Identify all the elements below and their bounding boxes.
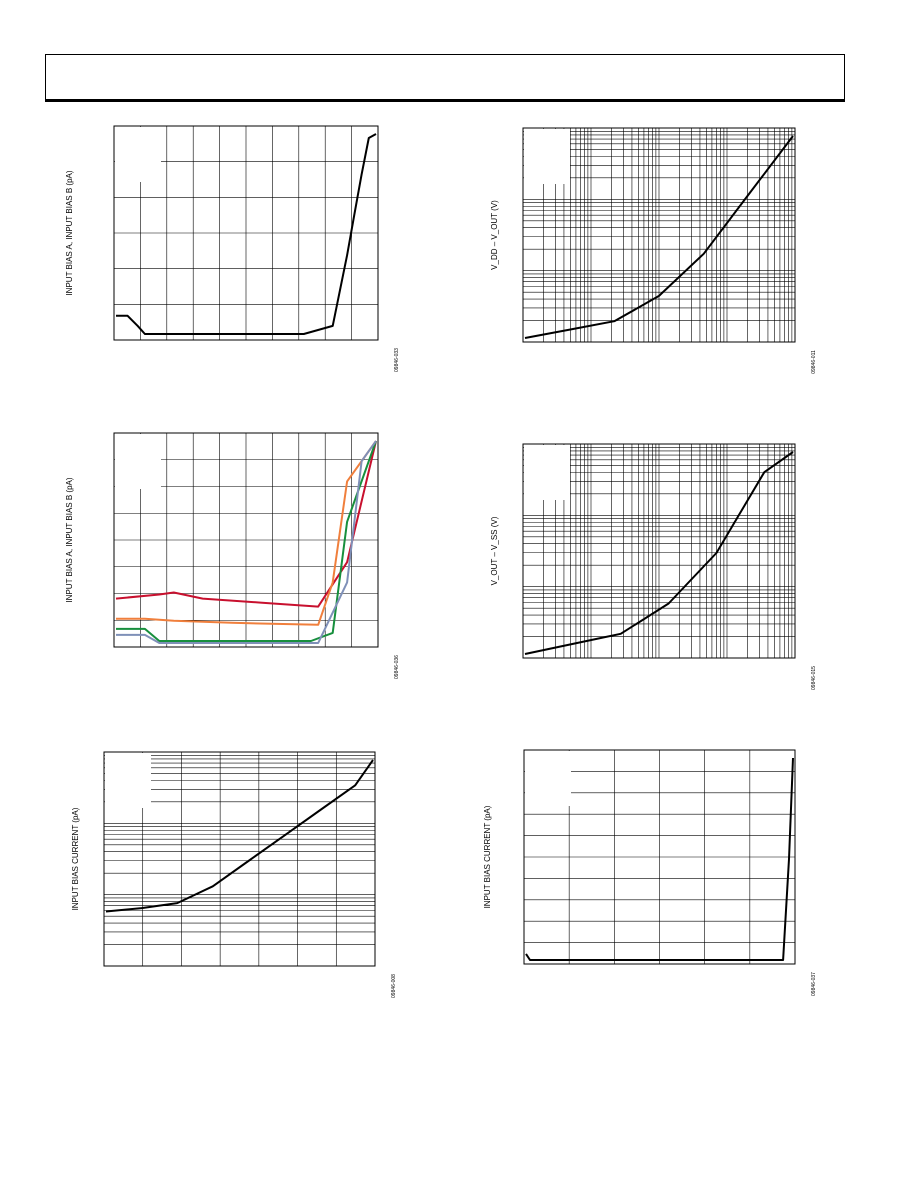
y-axis-label: INPUT BIAS CURRENT (pA) bbox=[71, 807, 80, 910]
chart-5: V_OUT – V_SS (V) 09846-015 bbox=[490, 443, 817, 690]
chart-3: INPUT BIAS CURRENT (pA) 09846-008 bbox=[71, 751, 397, 998]
y-axis-label: INPUT BIAS A, INPUT BIAS B (pA) bbox=[65, 170, 74, 295]
series-line-1 bbox=[524, 135, 794, 339]
series-line-1 bbox=[524, 451, 794, 655]
y-axis-label: V_OUT – V_SS (V) bbox=[490, 516, 499, 585]
series-line-4 bbox=[116, 440, 377, 644]
series-line-1 bbox=[116, 133, 377, 335]
chart-grid bbox=[524, 750, 795, 964]
legend-area bbox=[525, 751, 571, 806]
series-line-1 bbox=[105, 759, 374, 913]
chart-4: V_DD – V_OUT (V) 09846-011 bbox=[490, 127, 817, 374]
figure-code: 09846-033 bbox=[394, 348, 400, 372]
chart-grid bbox=[114, 433, 378, 647]
series-line-1 bbox=[525, 757, 794, 961]
legend-area bbox=[524, 129, 570, 184]
figure-code: 09846-015 bbox=[811, 666, 817, 690]
legend-area bbox=[115, 434, 161, 489]
figure-code: 09846-011 bbox=[811, 350, 817, 374]
series-line-1 bbox=[115, 440, 377, 608]
chart-2: INPUT BIAS A, INPUT BIAS B (pA) 09846-036 bbox=[65, 432, 400, 679]
chart-6: INPUT BIAS CURRENT (pA) 09846-037 bbox=[483, 749, 817, 996]
y-axis-label: INPUT BIAS CURRENT (pA) bbox=[483, 805, 492, 908]
figure-code: 09846-037 bbox=[811, 972, 817, 996]
y-axis-label: INPUT BIAS A, INPUT BIAS B (pA) bbox=[65, 477, 74, 602]
legend-area bbox=[105, 753, 151, 808]
legend-area bbox=[524, 445, 570, 500]
series-line-2 bbox=[116, 440, 377, 626]
figure-code: 09846-008 bbox=[391, 974, 397, 998]
y-axis-label: V_DD – V_OUT (V) bbox=[490, 200, 499, 270]
figure-code: 09846-036 bbox=[394, 655, 400, 679]
series-line-3 bbox=[116, 440, 377, 642]
legend-area bbox=[115, 127, 161, 182]
chart-1: INPUT BIAS A, INPUT BIAS B (pA) 09846-033 bbox=[65, 125, 400, 372]
page-header-box bbox=[45, 54, 845, 102]
